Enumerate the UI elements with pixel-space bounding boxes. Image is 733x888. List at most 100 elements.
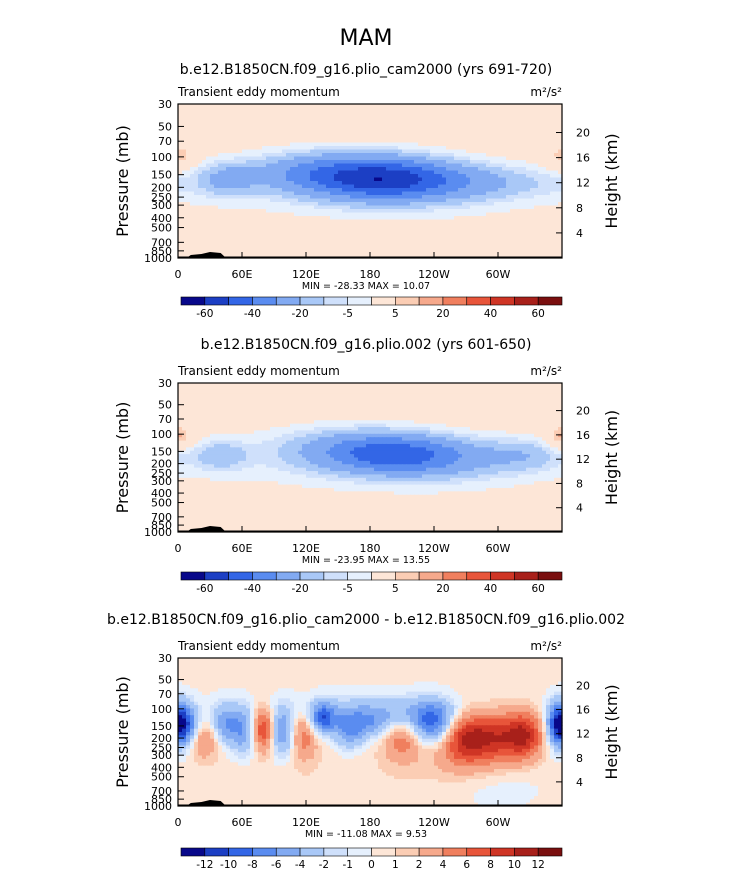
field-cell bbox=[254, 389, 259, 394]
field-cell bbox=[346, 114, 351, 119]
field-cell bbox=[278, 149, 283, 154]
colorbar-swatch bbox=[180, 296, 206, 306]
field-cell bbox=[230, 244, 235, 249]
field-cell bbox=[490, 118, 495, 123]
field-cell bbox=[266, 226, 271, 231]
field-cell bbox=[498, 163, 503, 168]
field-cell bbox=[466, 230, 471, 235]
field-cell bbox=[238, 389, 243, 394]
field-cell bbox=[298, 184, 303, 189]
field-cell bbox=[210, 184, 215, 189]
field-cell bbox=[438, 188, 443, 193]
field-cell bbox=[202, 216, 207, 221]
field-cell bbox=[430, 386, 435, 391]
field-cell bbox=[394, 121, 399, 126]
field-cell bbox=[482, 219, 487, 224]
field-cell bbox=[346, 139, 351, 144]
field-cell bbox=[474, 184, 479, 189]
field-cell bbox=[538, 191, 543, 196]
field-cell bbox=[506, 142, 511, 147]
field-cell bbox=[522, 205, 527, 210]
field-cell bbox=[546, 251, 551, 256]
field-cell bbox=[422, 125, 427, 130]
field-cell bbox=[458, 114, 463, 119]
field-cell bbox=[430, 125, 435, 130]
field-cell bbox=[246, 191, 251, 196]
field-cell bbox=[314, 181, 319, 186]
field-cell bbox=[206, 125, 211, 130]
field-cell bbox=[218, 104, 223, 109]
field-cell bbox=[534, 149, 539, 154]
field-cell bbox=[526, 128, 531, 133]
field-cell bbox=[454, 399, 459, 404]
field-cell bbox=[498, 121, 503, 126]
field-cell bbox=[546, 118, 551, 123]
field-cell bbox=[398, 389, 403, 394]
field-cell bbox=[526, 111, 531, 116]
field-cell bbox=[402, 223, 407, 228]
field-cell bbox=[558, 160, 563, 165]
field-cell bbox=[398, 237, 403, 242]
field-cell bbox=[418, 219, 423, 224]
field-cell bbox=[370, 111, 375, 116]
field-cell bbox=[258, 111, 263, 116]
field-cell bbox=[286, 104, 291, 109]
field-cell bbox=[390, 177, 395, 182]
field-cell bbox=[490, 121, 495, 126]
field-cell bbox=[518, 174, 523, 179]
field-cell bbox=[226, 181, 231, 186]
field-cell bbox=[438, 244, 443, 249]
field-cell bbox=[254, 111, 259, 116]
field-cell bbox=[394, 386, 399, 391]
field-cell bbox=[390, 399, 395, 404]
field-cell bbox=[274, 149, 279, 154]
field-cell bbox=[234, 237, 239, 242]
y-tick-label: 150 bbox=[151, 169, 172, 182]
field-cell bbox=[290, 163, 295, 168]
field-cell bbox=[302, 393, 307, 398]
field-cell bbox=[526, 132, 531, 137]
field-cell bbox=[246, 219, 251, 224]
field-cell bbox=[394, 393, 399, 398]
field-cell bbox=[486, 202, 491, 207]
field-cell bbox=[554, 170, 559, 175]
field-cell bbox=[410, 403, 415, 408]
field-cell bbox=[534, 107, 539, 112]
field-cell bbox=[486, 399, 491, 404]
field-cell bbox=[238, 184, 243, 189]
field-cell bbox=[470, 223, 475, 228]
field-cell bbox=[270, 191, 275, 196]
field-cell bbox=[302, 107, 307, 112]
field-cell bbox=[294, 389, 299, 394]
field-cell bbox=[410, 132, 415, 137]
field-cell bbox=[218, 181, 223, 186]
field-cell bbox=[558, 188, 563, 193]
field-cell bbox=[302, 114, 307, 119]
field-cell bbox=[278, 247, 283, 252]
field-cell bbox=[278, 399, 283, 404]
field-cell bbox=[246, 149, 251, 154]
field-cell bbox=[378, 184, 383, 189]
field-cell bbox=[522, 135, 527, 140]
field-cell bbox=[298, 174, 303, 179]
field-cell bbox=[398, 146, 403, 151]
field-cell bbox=[426, 202, 431, 207]
field-cell bbox=[518, 111, 523, 116]
field-cell bbox=[378, 170, 383, 175]
field-cell bbox=[186, 184, 191, 189]
field-cell bbox=[514, 170, 519, 175]
field-cell bbox=[306, 121, 311, 126]
field-cell bbox=[386, 177, 391, 182]
field-cell bbox=[306, 212, 311, 217]
field-cell bbox=[382, 121, 387, 126]
field-cell bbox=[270, 160, 275, 165]
field-cell bbox=[378, 188, 383, 193]
field-cell bbox=[466, 251, 471, 256]
field-cell bbox=[234, 247, 239, 252]
field-cell bbox=[218, 121, 223, 126]
field-cell bbox=[542, 191, 547, 196]
field-cell bbox=[250, 247, 255, 252]
field-cell bbox=[522, 198, 527, 203]
field-cell bbox=[502, 383, 507, 387]
field-cell bbox=[338, 205, 343, 210]
